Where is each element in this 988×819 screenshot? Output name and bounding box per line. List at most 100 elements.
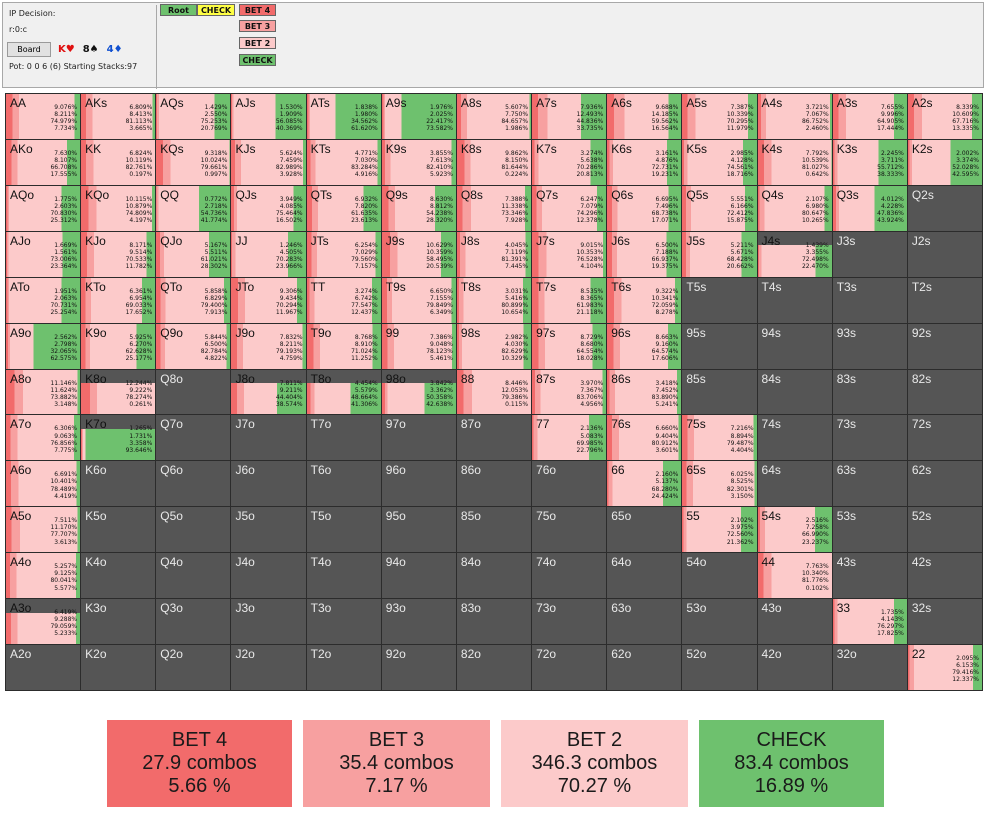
hand-cell[interactable]: 74s xyxy=(757,415,832,461)
hand-cell[interactable]: A2o xyxy=(6,645,81,690)
hand-cell[interactable]: 1.838% 1.980% 34.562% 61.620% ATs xyxy=(306,94,381,139)
hand-cell[interactable]: T5o xyxy=(306,507,381,553)
hand-cell[interactable]: 4.045% 7.119% 81.391% 7.445% J8s xyxy=(456,231,532,277)
hand-cell[interactable]: 6.660% 9.404% 80.912% 3.601% 76s xyxy=(607,415,682,461)
hand-cell[interactable]: 6.500% 7.188% 66.937% 19.375% J6s xyxy=(607,231,682,277)
hand-cell[interactable]: 6.306% 9.063% 76.856% 7.775% A7o xyxy=(6,415,81,461)
hand-cell[interactable]: 92o xyxy=(381,645,456,690)
hand-cell[interactable]: 5.858% 6.829% 79.400% 7.913% QTo xyxy=(156,277,231,323)
hand-cell[interactable]: 6.419% 9.288% 79.059% 5.233% A3o xyxy=(6,599,81,645)
hand-cell[interactable]: 1.976% 2.025% 22.417% 73.582% A9s xyxy=(381,94,456,139)
hand-cell[interactable]: 3.855% 7.613% 82.410% 5.923% K9s xyxy=(381,139,456,185)
hand-cell[interactable]: 9.306% 9.434% 70.294% 11.967% JTo xyxy=(231,277,306,323)
hand-cell[interactable]: 2.136% 5.083% 69.985% 22.796% 77 xyxy=(532,415,607,461)
hand-cell[interactable]: 95o xyxy=(381,507,456,553)
hand-cell[interactable]: Q6o xyxy=(156,461,231,507)
tree-bet4-button[interactable]: BET 4 xyxy=(239,4,276,16)
hand-cell[interactable]: 8.768% 8.910% 71.024% 11.252% T9o xyxy=(306,323,381,369)
hand-cell[interactable]: 64s xyxy=(757,461,832,507)
hand-cell[interactable]: 52s xyxy=(907,507,982,553)
hand-cell[interactable]: 7.792% 10.539% 81.027% 0.642% K4s xyxy=(757,139,832,185)
hand-cell[interactable]: K6o xyxy=(81,461,156,507)
hand-cell[interactable]: 8.630% 8.812% 54.238% 28.320% Q9s xyxy=(381,185,456,231)
hand-cell[interactable]: 7.936% 12.493% 44.836% 33.735% A7s xyxy=(532,94,607,139)
hand-cell[interactable]: 32s xyxy=(907,599,982,645)
hand-cell[interactable]: 42s xyxy=(907,553,982,599)
hand-cell[interactable]: 9.862% 8.150% 81.644% 0.224% K8s xyxy=(456,139,532,185)
hand-cell[interactable]: 84o xyxy=(456,553,532,599)
hand-cell[interactable]: Q4o xyxy=(156,553,231,599)
hand-cell[interactable]: 3.970% 7.367% 83.706% 4.956% 87s xyxy=(532,369,607,415)
hand-cell[interactable]: 65o xyxy=(607,507,682,553)
hand-cell[interactable]: 8.535% 8.365% 61.983% 21.118% T7s xyxy=(532,277,607,323)
hand-cell[interactable]: 64o xyxy=(607,553,682,599)
hand-cell[interactable]: 7.655% 9.996% 64.905% 17.444% A3s xyxy=(832,94,907,139)
hand-cell[interactable]: 9.322% 10.341% 72.059% 8.278% T6s xyxy=(607,277,682,323)
hand-cell[interactable]: Q2s xyxy=(907,185,982,231)
hand-cell[interactable]: J7o xyxy=(231,415,306,461)
hand-cell[interactable]: 2.002% 3.374% 52.028% 42.595% K2s xyxy=(907,139,982,185)
hand-cell[interactable]: 62s xyxy=(907,461,982,507)
hand-cell[interactable]: 2.102% 3.975% 72.560% 21.362% 55 xyxy=(682,507,757,553)
hand-cell[interactable]: 86o xyxy=(456,461,532,507)
hand-cell[interactable]: 2.245% 3.711% 55.712% 38.333% K3s xyxy=(832,139,907,185)
hand-cell[interactable]: 10.115% 10.879% 74.809% 4.197% KQo xyxy=(81,185,156,231)
hand-cell[interactable]: 6.025% 8.525% 82.301% 3.150% 65s xyxy=(682,461,757,507)
hand-cell[interactable]: 73s xyxy=(832,415,907,461)
hand-cell[interactable]: 3.031% 5.416% 80.899% 10.654% T8s xyxy=(456,277,532,323)
tree-root-button[interactable]: Root xyxy=(160,4,197,16)
hand-cell[interactable]: 63o xyxy=(607,599,682,645)
hand-cell[interactable]: 6.361% 6.954% 69.033% 17.652% KTo xyxy=(81,277,156,323)
hand-cell[interactable]: 85s xyxy=(682,369,757,415)
hand-cell[interactable]: 6.254% 7.029% 79.560% 7.157% JTs xyxy=(306,231,381,277)
hand-cell[interactable]: Q7o xyxy=(156,415,231,461)
hand-cell[interactable]: T5s xyxy=(682,277,757,323)
hand-cell[interactable]: 74o xyxy=(532,553,607,599)
hand-cell[interactable]: 4.012% 4.228% 47.836% 43.924% Q3s xyxy=(832,185,907,231)
hand-cell[interactable]: 84s xyxy=(757,369,832,415)
hand-cell[interactable]: 73o xyxy=(532,599,607,645)
hand-cell[interactable]: J5o xyxy=(231,507,306,553)
hand-cell[interactable]: 82o xyxy=(456,645,532,690)
hand-cell[interactable]: 1.775% 2.603% 70.830% 25.312% AQo xyxy=(6,185,81,231)
hand-cell[interactable]: T4o xyxy=(306,553,381,599)
hand-cell[interactable]: 42o xyxy=(757,645,832,690)
hand-cell[interactable]: 7.832% 8.211% 79.193% 4.759% J9o xyxy=(231,323,306,369)
hand-cell[interactable]: 7.386% 9.048% 78.123% 5.461% 99 xyxy=(381,323,456,369)
hand-cell[interactable]: 93s xyxy=(832,323,907,369)
hand-cell[interactable]: 7.811% 9.211% 44.404% 38.574% J8o xyxy=(231,369,306,415)
hand-cell[interactable]: 2.095% 6.153% 79.416% 12.337% 22 xyxy=(907,645,982,690)
hand-cell[interactable]: 7.511% 11.170% 77.707% 3.613% A5o xyxy=(6,507,81,553)
hand-cell[interactable]: 6.247% 7.079% 74.296% 12.378% Q7s xyxy=(532,185,607,231)
hand-cell[interactable]: 1.429% 2.550% 75.253% 20.769% AQs xyxy=(156,94,231,139)
hand-cell[interactable]: T7o xyxy=(306,415,381,461)
board-button[interactable]: Board xyxy=(7,42,51,57)
hand-cell[interactable]: 95s xyxy=(682,323,757,369)
hand-cell[interactable]: 2.985% 4.128% 74.561% 18.716% K5s xyxy=(682,139,757,185)
hand-cell[interactable]: 3.274% 5.638% 70.286% 20.813% K7s xyxy=(532,139,607,185)
hand-cell[interactable]: 4.771% 7.030% 83.284% 4.916% KTs xyxy=(306,139,381,185)
hand-cell[interactable]: Q5o xyxy=(156,507,231,553)
hand-cell[interactable]: 85o xyxy=(456,507,532,553)
hand-cell[interactable]: 53s xyxy=(832,507,907,553)
hand-cell[interactable]: 97o xyxy=(381,415,456,461)
hand-cell[interactable]: T6o xyxy=(306,461,381,507)
hand-cell[interactable]: 8.171% 9.514% 70.533% 11.782% KJo xyxy=(81,231,156,277)
hand-cell[interactable]: J2s xyxy=(907,231,982,277)
hand-cell[interactable]: J4o xyxy=(231,553,306,599)
hand-cell[interactable]: 1.735% 4.143% 76.297% 17.825% 33 xyxy=(832,599,907,645)
hand-cell[interactable]: 63s xyxy=(832,461,907,507)
hand-cell[interactable]: 1.530% 1.909% 56.085% 40.369% AJs xyxy=(231,94,306,139)
hand-cell[interactable]: 7.216% 8.894% 79.487% 4.404% 75s xyxy=(682,415,757,461)
hand-cell[interactable]: T2s xyxy=(907,277,982,323)
hand-cell[interactable]: 94s xyxy=(757,323,832,369)
hand-cell[interactable]: K2o xyxy=(81,645,156,690)
hand-cell[interactable]: 3.949% 4.085% 75.464% 16.502% QJs xyxy=(231,185,306,231)
hand-cell[interactable]: 75o xyxy=(532,507,607,553)
hand-cell[interactable]: 6.824% 10.119% 82.761% 0.197% KK xyxy=(81,139,156,185)
hand-cell[interactable]: 62o xyxy=(607,645,682,690)
hand-cell[interactable]: 87o xyxy=(456,415,532,461)
hand-cell[interactable]: 1.951% 2.063% 70.731% 25.254% ATo xyxy=(6,277,81,323)
hand-cell[interactable]: 9.318% 10.024% 79.661% 0.997% KQs xyxy=(156,139,231,185)
hand-cell[interactable]: 94o xyxy=(381,553,456,599)
